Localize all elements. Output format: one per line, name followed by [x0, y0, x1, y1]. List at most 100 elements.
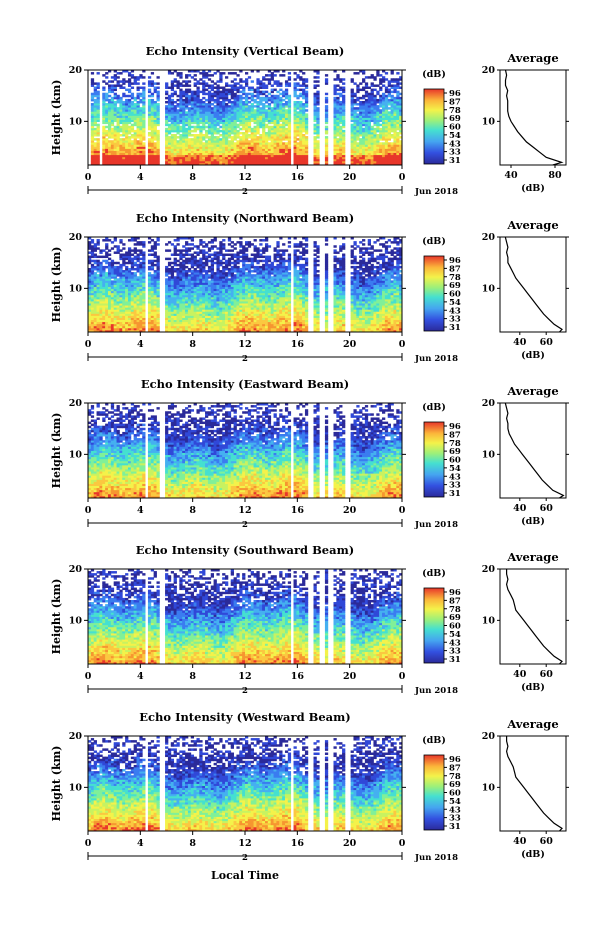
heatmap-cell [150, 160, 155, 164]
heatmap-cell [133, 113, 137, 116]
heatmap-cell [242, 90, 246, 94]
heatmap-cell [207, 119, 212, 123]
heatmap-cell [107, 84, 112, 87]
heatmap-cell [247, 146, 252, 149]
average-y-tick-label: 20 [482, 65, 496, 76]
heatmap-cell [222, 150, 226, 154]
heatmap-cell [119, 103, 123, 106]
heatmap-cell [239, 162, 243, 166]
heatmap-cell [213, 117, 217, 120]
heatmap-cell [270, 140, 274, 143]
heatmap-cell [193, 98, 197, 102]
heatmap-cell [256, 103, 260, 106]
heatmap-cell [202, 121, 206, 125]
heatmap-cell [207, 94, 212, 98]
heatmap-cell [139, 241, 143, 244]
heatmap-cell [156, 107, 160, 110]
heatmap-cell [170, 125, 175, 129]
heatmap-cell [230, 80, 234, 83]
heatmap-cell [119, 140, 123, 143]
heatmap-cell [110, 109, 115, 112]
heatmap-cell [187, 131, 192, 135]
heatmap-cell [182, 245, 186, 248]
heatmap-cell [136, 131, 140, 135]
heatmap-cell [219, 109, 223, 112]
heatmap-cell [205, 119, 209, 123]
heatmap-cell [142, 156, 146, 160]
heatmap-cell [130, 92, 135, 96]
heatmap-cell [205, 117, 209, 120]
heatmap-cell [379, 109, 383, 112]
heatmap-cell [264, 150, 269, 154]
heatmap-cell [130, 111, 135, 114]
heatmap-cell [267, 156, 272, 160]
heatmap-cell [176, 111, 180, 114]
heatmap-cell [230, 72, 234, 75]
heatmap-cell [199, 150, 203, 154]
heatmap-cell [216, 123, 220, 127]
heatmap-cell [173, 152, 177, 156]
heatmap-cell [264, 96, 269, 100]
heatmap-cell [222, 123, 226, 127]
heatmap-cell [264, 113, 269, 116]
heatmap-cell [250, 80, 254, 83]
heatmap-cell [107, 70, 112, 73]
heatmap-cell [213, 107, 217, 110]
heatmap-cell [304, 109, 309, 112]
heatmap-cell [187, 158, 192, 162]
heatmap-cell [193, 119, 197, 123]
heatmap-cell [270, 154, 274, 158]
heatmap-cell [273, 94, 277, 98]
heatmap-cell [210, 125, 214, 129]
heatmap-cell [133, 255, 137, 259]
heatmap-cell [324, 105, 329, 108]
heatmap-cell [142, 96, 146, 100]
heatmap-cell [130, 82, 135, 85]
heatmap-cell [90, 113, 95, 116]
heatmap-cell [242, 88, 246, 92]
heatmap-cell [147, 76, 152, 79]
heatmap-cell [270, 84, 274, 87]
heatmap-cell [196, 100, 200, 104]
heatmap-cell [259, 121, 263, 125]
heatmap-cell [105, 158, 109, 162]
heatmap-cell [202, 80, 206, 83]
heatmap-cell [173, 107, 177, 110]
heatmap-cell [262, 142, 266, 145]
heatmap-cell [284, 142, 289, 145]
heatmap-cell [133, 144, 137, 147]
heatmap-cell [182, 84, 186, 87]
heatmap-cell [207, 70, 212, 73]
heatmap-cell [216, 121, 220, 125]
heatmap-cell [93, 111, 97, 114]
heatmap-cell [267, 152, 272, 156]
heatmap-cell [127, 111, 132, 114]
heatmap-cell [284, 80, 289, 83]
heatmap-cell [256, 82, 260, 85]
heatmap-cell [116, 265, 120, 269]
heatmap-cell [127, 247, 132, 250]
heatmap-cell [105, 94, 109, 98]
heatmap-cell [242, 131, 246, 135]
heatmap-cell [259, 86, 263, 89]
heatmap-cell [102, 152, 106, 156]
heatmap-cell [276, 90, 280, 94]
heatmap-cell [205, 144, 209, 147]
heatmap-cell [267, 150, 272, 154]
heatmap-cell [219, 138, 223, 141]
heatmap-cell [125, 98, 129, 102]
heatmap-cell [262, 152, 266, 156]
heatmap-cell [179, 160, 183, 164]
heatmap-cell [122, 107, 126, 110]
heatmap-cell [219, 115, 223, 118]
heatmap-cell [199, 100, 203, 104]
heatmap-cell [267, 146, 272, 149]
heatmap-cell [90, 162, 95, 166]
heatmap-cell [233, 121, 237, 125]
heatmap-cell [210, 136, 214, 139]
heatmap-cell [142, 113, 146, 116]
heatmap-cell [156, 92, 160, 96]
heatmap-cell [147, 154, 152, 158]
heatmap-cell [207, 138, 212, 141]
heatmap-cell [193, 127, 197, 131]
